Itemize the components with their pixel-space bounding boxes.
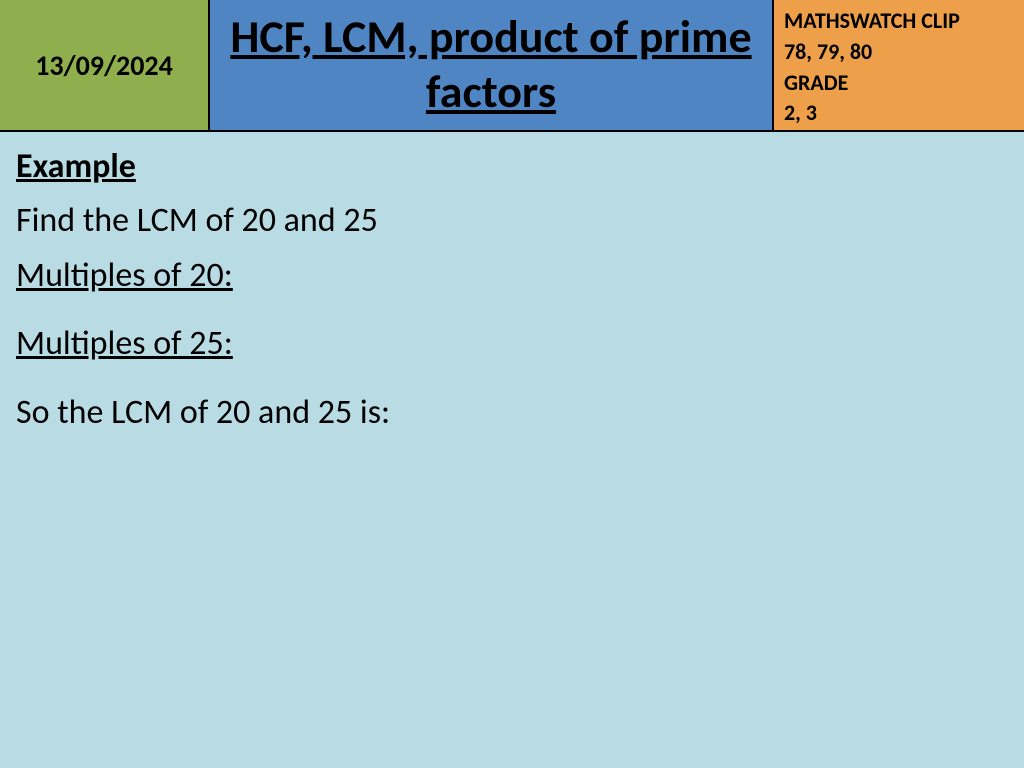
problem-text: Find the LCM of 20 and 25 xyxy=(16,194,1008,248)
meta-box: MATHSWATCH CLIP 78, 79, 80 GRADE 2, 3 xyxy=(774,0,1024,130)
date-text: 13/09/2024 xyxy=(35,48,173,83)
example-heading: Example xyxy=(16,140,1008,194)
meta-line-3: GRADE xyxy=(784,68,1014,99)
slide: 13/09/2024 HCF, LCM, product of prime fa… xyxy=(0,0,1024,768)
meta-line-1: MATHSWATCH CLIP xyxy=(784,6,1014,37)
meta-line-2: 78, 79, 80 xyxy=(784,37,1014,68)
conclusion-text: So the LCM of 20 and 25 is: xyxy=(16,386,1008,440)
title-box: HCF, LCM, product of prime factors xyxy=(210,0,774,130)
slide-title: HCF, LCM, product of prime factors xyxy=(210,10,772,120)
date-box: 13/09/2024 xyxy=(0,0,210,130)
slide-header: 13/09/2024 HCF, LCM, product of prime fa… xyxy=(0,0,1024,132)
meta-line-4: 2, 3 xyxy=(784,98,1014,129)
multiples-20-label: Multiples of 20: xyxy=(16,249,1008,303)
slide-body: Example Find the LCM of 20 and 25 Multip… xyxy=(0,132,1024,768)
multiples-25-label: Multiples of 25: xyxy=(16,317,1008,371)
